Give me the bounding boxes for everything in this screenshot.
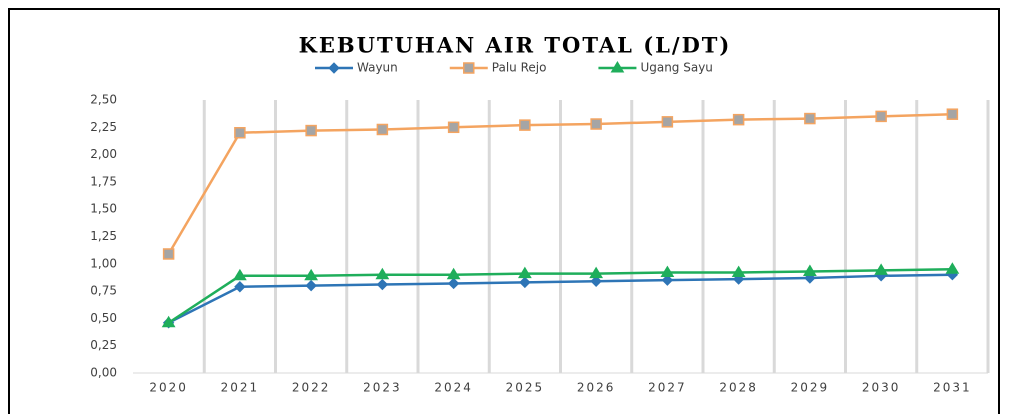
data-point — [305, 279, 317, 292]
data-point — [802, 264, 817, 276]
y-tick-label: 0,00 — [90, 366, 117, 380]
legend-label: Ugang Sayu — [640, 61, 712, 75]
data-point — [376, 278, 389, 291]
data-point — [375, 267, 390, 280]
data-point — [661, 116, 674, 128]
data-point — [945, 262, 960, 274]
series-line — [168, 273, 953, 324]
data-point — [590, 118, 602, 130]
x-tick-label: 2030 — [862, 381, 901, 395]
data-point — [946, 108, 959, 120]
data-point — [446, 267, 461, 280]
x-tick-label: 2027 — [648, 381, 687, 395]
legend-marker — [610, 61, 625, 73]
data-point — [731, 265, 746, 278]
data-point — [590, 275, 602, 287]
x-tick-label: 2021 — [221, 381, 260, 395]
legend-label: Palu Rejo — [492, 61, 547, 75]
data-point — [305, 124, 317, 137]
data-point — [519, 119, 531, 131]
data-point — [660, 265, 675, 278]
y-tick-label: 1,00 — [90, 256, 117, 270]
x-tick-label: 2029 — [791, 381, 830, 395]
series-line — [167, 112, 953, 255]
series-line — [167, 268, 953, 324]
data-point — [447, 277, 460, 290]
data-point — [376, 123, 389, 136]
data-point — [232, 268, 247, 281]
y-tick-label: 1,25 — [90, 229, 117, 243]
data-point — [589, 266, 604, 279]
chart-frame — [8, 8, 1000, 414]
y-tick-label: 0,25 — [90, 338, 117, 352]
y-tick-label: 2,25 — [90, 120, 117, 134]
legend-marker — [463, 62, 475, 74]
x-tick-label: 2028 — [719, 381, 758, 395]
data-point — [875, 110, 887, 123]
x-tick-label: 2022 — [292, 381, 331, 395]
y-tick-label: 1,75 — [90, 174, 117, 188]
x-tick-label: 2023 — [363, 381, 402, 395]
data-point — [162, 248, 175, 260]
x-tick-label: 2031 — [933, 381, 972, 395]
legend-marker — [328, 62, 340, 74]
y-tick-label: 2,00 — [90, 147, 117, 161]
x-tick-label: 2025 — [506, 381, 545, 395]
data-point — [804, 112, 816, 125]
x-tick-label: 2020 — [149, 381, 188, 395]
legend-label: Wayun — [357, 61, 398, 75]
y-tick-label: 0,50 — [90, 311, 117, 325]
data-point — [732, 113, 745, 126]
x-tick-label: 2026 — [577, 381, 616, 395]
data-point — [234, 281, 246, 293]
x-tick-label: 2024 — [434, 381, 473, 395]
data-point — [519, 276, 531, 289]
data-point — [874, 263, 889, 275]
data-point — [661, 274, 674, 286]
y-tick-label: 1,50 — [90, 202, 117, 216]
y-tick-label: 0,75 — [90, 284, 117, 298]
data-point — [234, 127, 246, 139]
data-point — [447, 121, 460, 134]
y-tick-label: 2,50 — [90, 93, 117, 107]
data-point — [304, 268, 319, 281]
chart-title: KEBUTUHAN AIR TOTAL (L/DT) — [299, 33, 732, 58]
data-point — [517, 266, 532, 279]
data-point — [161, 315, 176, 328]
